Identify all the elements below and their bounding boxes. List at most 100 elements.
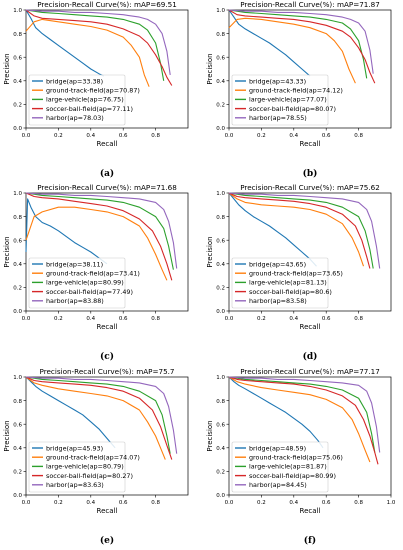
y-tick-label: 0.6 [13,55,22,61]
series-line [228,192,381,269]
x-tick-label: 0.0 [22,133,31,139]
series-line [25,376,178,454]
x-axis-label: Recall [97,507,118,515]
plot-frame [25,9,189,129]
x-tick-label: 0.6 [119,133,128,139]
legend-entry: harbor(ap=83.88) [46,297,104,305]
chart-panel: Precision-Recall Curve(%): mAP=75.62 0.0 0… [206,183,392,362]
series-line [228,192,317,267]
legend-entry: bridge(ap=43.65) [249,260,306,268]
chart-panel: Precision-Recall Curve(%): mAP=77.170.00… [206,367,396,546]
x-tick-label: 0.6 [119,316,128,322]
x-tick-label: 0.8 [151,133,160,139]
legend-entry: harbor(ap=83.58) [249,297,307,305]
series-line [228,9,374,74]
y-tick-label: 0.8 [13,32,22,38]
series-line [25,18,150,87]
legend-entry: ground-track-field(ap=70.87) [46,87,140,95]
series-line [228,17,356,84]
y-tick-label: 0.2 [13,286,22,292]
legend-entry: soccer-ball-field(ap=77.11) [46,105,133,113]
legend-box [231,74,329,126]
x-tick-label: 0.6 [322,133,331,139]
series-line [228,192,365,267]
legend-entry: harbor(ap=83.63) [46,481,104,489]
series-line [25,192,174,270]
legend-entry: ground-track-field(ap=74.07) [46,454,140,462]
y-tick-label: 0.2 [216,103,225,109]
y-tick-label: 0.2 [13,470,22,476]
panel-caption: (d) [303,351,318,362]
y-tick-label: 0.6 [13,422,22,428]
series-line [25,376,116,449]
legend-entry: ground-track-field(ap=73.65) [249,270,343,278]
x-axis-label: Recall [97,140,118,148]
y-tick-label: 0.8 [13,215,22,221]
x-tick-label: 0.4 [86,316,95,322]
series-line [228,192,371,269]
y-axis-label: Precision [3,53,11,84]
panel-caption: (f) [304,535,316,546]
x-tick-label: 0.8 [151,316,160,322]
y-tick-label: 0.8 [216,399,225,405]
x-tick-label: 0.8 [354,133,363,139]
legend-entry: large-vehicle(ap=80.99) [46,279,124,287]
series-line [228,9,376,84]
x-tick-label: 0.8 [151,500,160,506]
chart-panel: Precision-Recall Curve(%): mAP=71.680.00… [3,183,189,362]
y-tick-label: 0.2 [13,103,22,109]
x-tick-label: 0.0 [225,500,234,506]
chart-title: Precision-Recall Curve(%): mAP=69.51 [37,0,177,9]
y-tick-label: 0.6 [13,238,22,244]
y-tick-label: 0.6 [216,422,225,428]
legend-box [231,441,329,493]
chart-title: Precision-Recall Curve(%): mAP=75.62 [240,183,380,192]
x-axis-label: Recall [300,323,321,331]
plot-frame [228,9,392,129]
x-tick-label: 0.2 [54,500,63,506]
legend-entry: large-vehicle(ap=80.79) [46,463,124,471]
legend-entry: large-vehicle(ap=81.13) [249,279,327,287]
series-line [228,376,324,449]
series-line [25,198,108,265]
series-line [25,9,105,77]
x-tick-label: 0.0 [22,316,31,322]
x-tick-label: 0.4 [86,500,95,506]
y-axis-label: Precision [3,236,11,267]
legend-box [231,257,329,309]
y-tick-label: 0.0 [13,309,22,315]
y-tick-label: 0.6 [216,238,225,244]
y-tick-label: 0.0 [13,126,22,132]
chart-panel: Precision-Recall Curve(%): mAP=71.870.00… [206,0,392,179]
legend-entry: soccer-ball-field(ap=80.27) [46,472,133,480]
plot-frame [228,192,392,312]
chart-title: Precision-Recall Curve(%): mAP=77.17 [240,367,380,376]
series-line [228,9,311,77]
x-tick-label: 0.0 [22,500,31,506]
legend-entry: ground-track-field(ap=73.41) [46,270,140,278]
legend-entry: soccer-ball-field(ap=80.07) [249,105,336,113]
y-tick-label: 1.0 [216,8,225,14]
x-tick-label: 0.8 [354,500,363,506]
y-tick-label: 0.8 [216,32,225,38]
y-tick-label: 1.0 [13,8,22,14]
legend-entry: large-vehicle(ap=76.75) [46,96,124,104]
series-line [25,376,173,460]
x-tick-label: 0.4 [289,316,298,322]
legend-entry: bridge(ap=33.38) [46,77,103,85]
x-tick-label: 0.2 [54,316,63,322]
series-line [25,9,173,86]
x-tick-label: 1.0 [387,500,396,506]
x-tick-label: 0.0 [225,316,234,322]
y-tick-label: 0.0 [216,493,225,499]
x-axis-label: Recall [97,323,118,331]
x-tick-label: 0.6 [322,316,331,322]
x-tick-label: 0.6 [322,500,331,506]
y-axis-label: Precision [206,236,214,267]
chart-title: Precision-Recall Curve(%): mAP=71.68 [37,183,177,192]
legend-entry: ground-track-field(ap=74.12) [249,87,343,95]
y-tick-label: 0.6 [216,55,225,61]
y-tick-label: 0.2 [216,286,225,292]
series-line [25,192,178,269]
series-line [25,9,171,75]
